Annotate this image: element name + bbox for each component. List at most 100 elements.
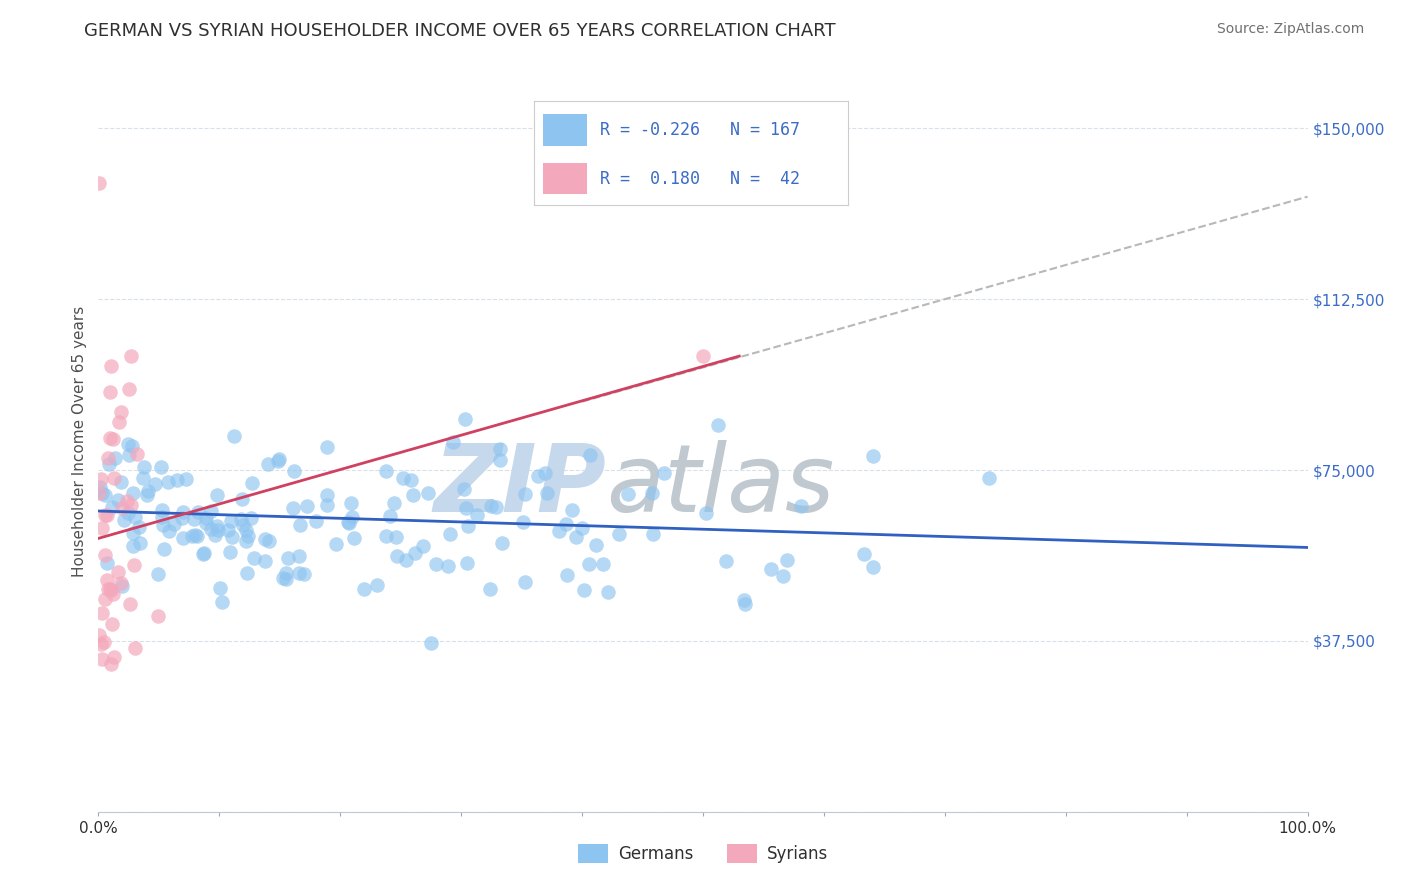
Point — [235, 533, 257, 548]
Point — [617, 486, 640, 500]
Point — [90, 637, 112, 651]
Point — [96, 556, 118, 570]
Point — [353, 582, 375, 597]
Point — [315, 440, 337, 454]
Point — [115, 493, 138, 508]
Legend: Germans, Syrians: Germans, Syrians — [571, 838, 835, 870]
Point — [548, 524, 571, 538]
Point — [267, 452, 290, 467]
Point — [491, 536, 513, 550]
Point — [416, 486, 439, 500]
Point — [315, 487, 337, 501]
Point — [172, 505, 194, 519]
Point — [325, 536, 347, 550]
Point — [209, 581, 232, 595]
Point — [337, 515, 360, 529]
Point — [150, 503, 173, 517]
Point — [110, 405, 132, 419]
Point — [733, 593, 755, 607]
Point — [122, 485, 145, 500]
Point — [135, 488, 157, 502]
Point — [184, 528, 207, 542]
Point — [478, 582, 501, 596]
Point — [128, 520, 150, 534]
Point — [150, 510, 173, 524]
Point — [536, 485, 558, 500]
Point — [342, 532, 364, 546]
Point — [124, 558, 146, 572]
Point — [734, 597, 756, 611]
Point — [276, 572, 298, 586]
Point — [340, 496, 363, 510]
Point — [772, 568, 794, 582]
Point — [219, 545, 242, 559]
Point — [382, 496, 405, 510]
Point — [578, 557, 600, 571]
Point — [271, 571, 294, 585]
Point — [316, 498, 339, 512]
Point — [453, 482, 475, 496]
Point — [117, 437, 139, 451]
Point — [90, 486, 112, 500]
Point — [103, 471, 125, 485]
Point — [101, 500, 124, 515]
Point — [288, 517, 311, 532]
Point — [96, 573, 118, 587]
Point — [454, 412, 477, 426]
Point — [243, 551, 266, 566]
Point — [195, 516, 218, 530]
Point — [437, 559, 460, 574]
Point — [592, 557, 614, 571]
Point — [110, 475, 132, 489]
Point — [149, 459, 172, 474]
Point — [561, 503, 583, 517]
Point — [163, 517, 186, 532]
Point — [152, 517, 174, 532]
Point — [399, 474, 422, 488]
Point — [200, 522, 222, 536]
Point — [152, 541, 174, 556]
Point — [120, 499, 142, 513]
Point — [195, 511, 218, 525]
Point — [186, 529, 208, 543]
Point — [572, 583, 595, 598]
Point — [287, 549, 309, 563]
Point — [454, 501, 477, 516]
Point — [96, 508, 118, 523]
Point — [652, 466, 675, 480]
Point — [101, 616, 124, 631]
Text: GERMAN VS SYRIAN HOUSEHOLDER INCOME OVER 65 YEARS CORRELATION CHART: GERMAN VS SYRIAN HOUSEHOLDER INCOME OVER… — [84, 22, 837, 40]
Point — [257, 534, 280, 549]
Point — [110, 576, 132, 591]
Point — [457, 519, 479, 533]
Point — [117, 506, 139, 520]
Point — [101, 587, 124, 601]
Point — [283, 501, 305, 516]
Point — [385, 549, 408, 563]
Point — [283, 464, 305, 478]
Point — [395, 553, 418, 567]
Point — [100, 359, 122, 374]
Point — [862, 449, 884, 463]
Point — [274, 566, 297, 581]
Point — [98, 385, 121, 400]
Point — [297, 499, 319, 513]
Point — [108, 415, 131, 429]
Point — [107, 492, 129, 507]
Point — [236, 566, 259, 580]
Point — [465, 508, 488, 522]
Point — [222, 428, 245, 442]
Point — [193, 546, 215, 560]
Point — [692, 349, 714, 363]
Point — [384, 530, 406, 544]
Point — [132, 471, 155, 485]
Point — [579, 448, 602, 462]
Point — [157, 524, 180, 539]
Point — [527, 469, 550, 483]
Point — [90, 606, 112, 620]
Point — [93, 488, 115, 502]
Point — [240, 476, 263, 491]
Point — [404, 545, 426, 559]
Point — [93, 548, 115, 562]
Point — [120, 349, 142, 363]
